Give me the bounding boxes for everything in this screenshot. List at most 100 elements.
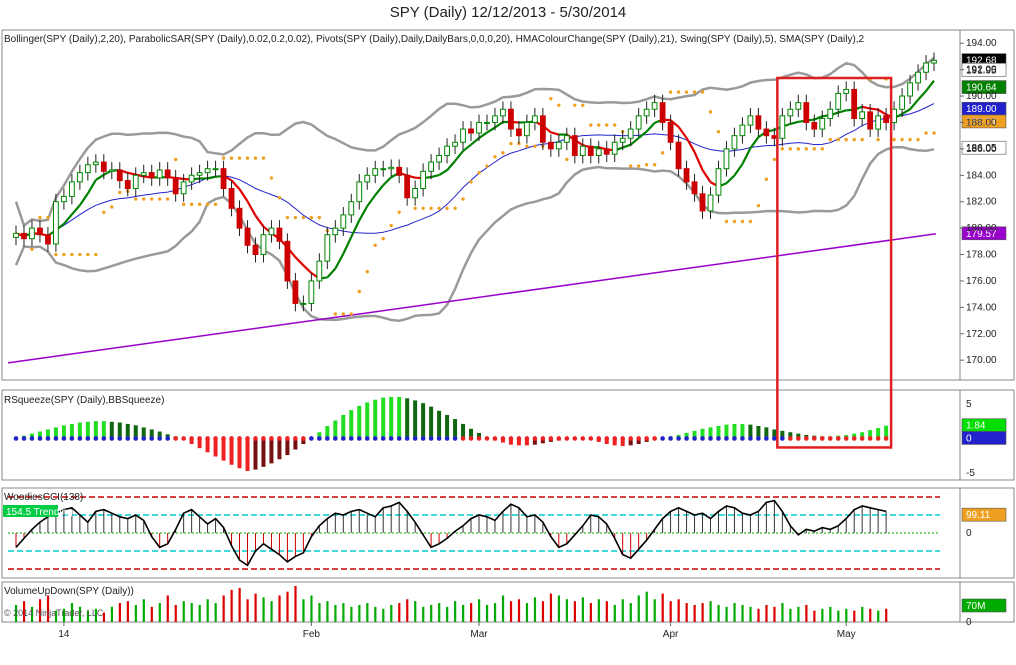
squeeze-dot: [532, 436, 538, 441]
sar-dot: [628, 164, 633, 168]
sar-dot: [229, 156, 234, 160]
squeeze-dot: [827, 436, 833, 441]
squeeze-dot: [237, 436, 242, 441]
sar-dot: [916, 137, 920, 142]
squeeze-dot: [612, 436, 618, 441]
squeeze-dot: [540, 436, 546, 441]
candle-up: [723, 148, 730, 170]
sar-dot: [134, 197, 138, 201]
hma-up-segment: [366, 194, 377, 207]
squeeze-bar: [868, 430, 873, 439]
sar-dot: [740, 219, 745, 224]
volume-bar: [358, 604, 361, 622]
price-tick-label: 192.00: [966, 65, 997, 76]
squeeze-dot: [748, 436, 753, 441]
sar-dot: [381, 236, 385, 241]
value-tag-bg: [961, 226, 1007, 241]
candle-down: [659, 102, 666, 123]
candle-up: [563, 135, 570, 143]
squeeze-bar: [453, 419, 458, 439]
squeeze-bar: [636, 438, 641, 444]
hma-up-segment: [494, 121, 504, 129]
sar-dot: [613, 123, 617, 127]
price-tick-label: 178.00: [966, 250, 997, 261]
squeeze-bar: [740, 423, 745, 439]
sar-dot: [676, 90, 681, 94]
squeeze-dot: [269, 436, 274, 441]
sar-dot: [764, 177, 769, 181]
chart-title: SPY (Daily) 12/12/2013 - 5/30/2014: [389, 4, 627, 21]
squeeze-bar: [29, 433, 34, 439]
volume-bar: [813, 610, 816, 622]
candle-down: [667, 121, 674, 143]
hma-down-segment: [701, 169, 712, 183]
squeeze-dot: [197, 436, 202, 441]
squeeze-dot: [468, 436, 474, 441]
sar-dot: [636, 164, 641, 168]
volume-bar: [581, 597, 584, 622]
sar-dot: [708, 110, 713, 114]
squeeze-dot: [245, 436, 250, 441]
volume-bar: [238, 587, 241, 622]
candle-up: [923, 62, 929, 73]
volume-bar: [733, 603, 736, 622]
candle-up: [619, 137, 626, 143]
volume-bar: [637, 595, 640, 622]
sar-dot: [317, 215, 322, 220]
blue-sma-line: [15, 103, 935, 237]
volume-bar: [605, 601, 608, 622]
hma-down-segment: [861, 105, 871, 110]
volume-bar: [509, 601, 513, 622]
candle-down: [45, 234, 51, 245]
candle-up: [452, 141, 458, 147]
value-tag-label: 179.57: [966, 229, 997, 240]
candle-up: [715, 168, 722, 196]
sar-dot: [461, 197, 465, 201]
squeeze-dot: [93, 436, 99, 441]
squeeze-bar: [189, 438, 194, 444]
candle-up: [595, 148, 602, 156]
squeeze-bar: [245, 438, 250, 471]
volume-bar: [310, 595, 313, 622]
sar-dot: [253, 156, 258, 160]
squeeze-bar: [780, 430, 785, 439]
candle-up: [308, 280, 315, 304]
volume-bar: [709, 601, 712, 622]
volume-bar: [422, 606, 425, 622]
value-tag-bg: [961, 80, 1007, 94]
candle-down: [691, 181, 698, 195]
volume-bar: [613, 604, 616, 622]
hma-up-segment: [725, 174, 736, 184]
squeeze-dot: [380, 436, 386, 441]
candle-up: [388, 166, 395, 170]
squeeze-dot: [644, 436, 649, 441]
squeeze-dot: [764, 436, 769, 441]
squeeze-bar: [269, 438, 274, 464]
squeeze-bar: [692, 430, 697, 439]
squeeze-bar: [796, 433, 801, 439]
hma-up-segment: [629, 137, 640, 146]
candle-up: [931, 59, 937, 64]
hma-down-segment: [669, 119, 680, 128]
sar-dot: [365, 269, 369, 274]
squeeze-bar: [860, 432, 865, 439]
squeeze-bar: [69, 423, 74, 439]
candle-up: [843, 88, 850, 94]
candle-up: [92, 161, 99, 166]
squeeze-dot: [843, 436, 849, 441]
hma-up-segment: [350, 219, 361, 238]
volume-bar: [438, 603, 441, 622]
candle-down: [683, 168, 690, 183]
hma-up-segment: [63, 213, 73, 225]
volume-bar: [262, 597, 265, 622]
sar-dot: [86, 252, 90, 257]
squeeze-dot: [317, 436, 322, 441]
volume-bar: [158, 603, 161, 622]
candle-down: [883, 115, 890, 123]
squeeze-bar: [684, 432, 689, 439]
sar-dot: [38, 215, 42, 220]
squeeze-bar: [213, 438, 218, 457]
sar-dot: [788, 147, 793, 151]
squeeze-dot: [732, 436, 737, 441]
candle-up: [915, 71, 921, 84]
